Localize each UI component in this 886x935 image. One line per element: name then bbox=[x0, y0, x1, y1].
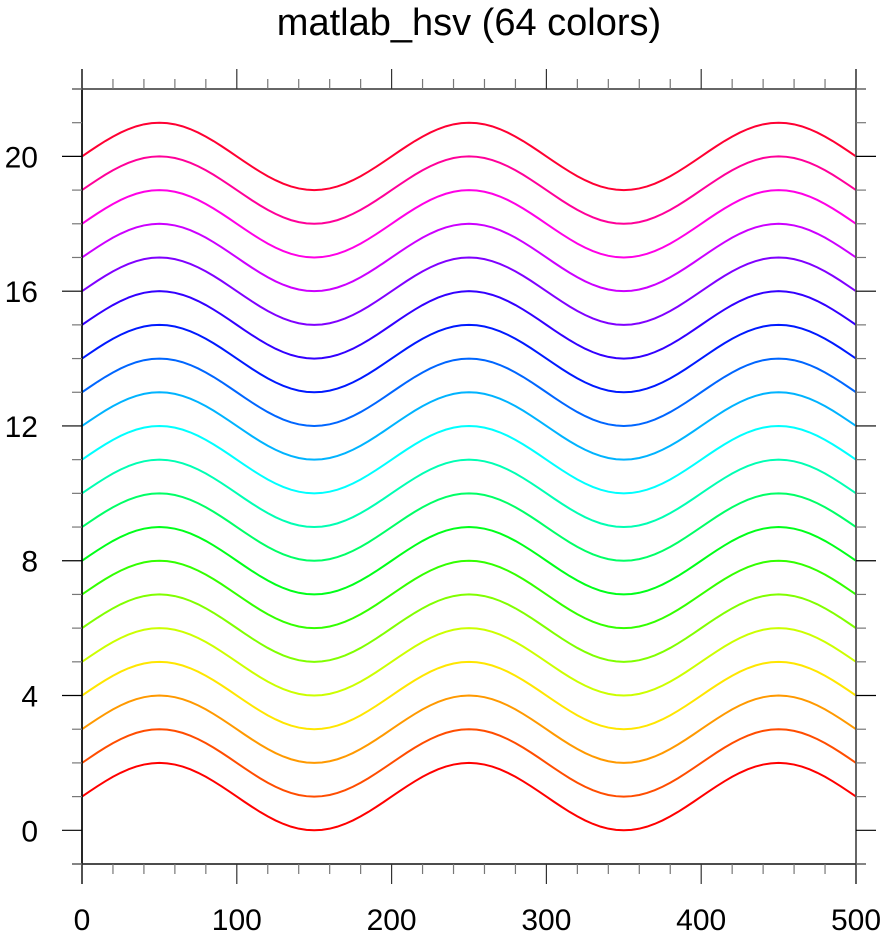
y-tick-label: 20 bbox=[5, 141, 38, 174]
curve-line13 bbox=[81, 357, 857, 427]
y-tick-label: 16 bbox=[5, 276, 38, 309]
curve-line8 bbox=[81, 526, 857, 596]
y-tick-label: 8 bbox=[21, 546, 38, 579]
y-tick-label: 12 bbox=[5, 411, 38, 444]
x-tick-label: 200 bbox=[367, 904, 417, 935]
curve-line9 bbox=[81, 492, 857, 562]
curve-line5 bbox=[81, 627, 857, 697]
curve-line20 bbox=[81, 121, 857, 192]
x-tick-label: 0 bbox=[74, 904, 91, 935]
curve-line17 bbox=[81, 222, 857, 293]
curve-line19 bbox=[81, 155, 857, 225]
sine-curves bbox=[81, 121, 857, 832]
curve-line4 bbox=[81, 660, 857, 731]
x-tick-label: 400 bbox=[676, 904, 726, 935]
x-tick-label: 500 bbox=[831, 904, 881, 935]
curve-line18 bbox=[81, 189, 857, 259]
x-tick-label: 100 bbox=[212, 904, 262, 935]
x-tick-label: 300 bbox=[521, 904, 571, 935]
curve-line15 bbox=[81, 290, 857, 360]
plot-frame bbox=[72, 69, 866, 884]
curve-line3 bbox=[81, 694, 857, 764]
curve-line7 bbox=[81, 559, 857, 630]
curve-line10 bbox=[81, 458, 857, 529]
curve-line11 bbox=[81, 424, 857, 495]
curve-line1 bbox=[81, 761, 857, 832]
y-axis-tick-labels: 0 4 8 12 16 20 bbox=[5, 141, 38, 848]
curve-line14 bbox=[81, 323, 857, 394]
curve-line6 bbox=[81, 593, 857, 663]
y-tick-label: 4 bbox=[21, 681, 38, 714]
y-tick-label: 0 bbox=[21, 815, 38, 848]
x-axis-tick-labels: 0 100 200 300 400 500 bbox=[74, 904, 881, 935]
curve-line16 bbox=[81, 256, 857, 326]
curve-line2 bbox=[81, 728, 857, 798]
curve-line12 bbox=[81, 391, 857, 461]
chart-title: matlab_hsv (64 colors) bbox=[276, 2, 662, 44]
x-axis-ticks bbox=[81, 69, 857, 884]
y-axis-ticks bbox=[62, 88, 876, 865]
